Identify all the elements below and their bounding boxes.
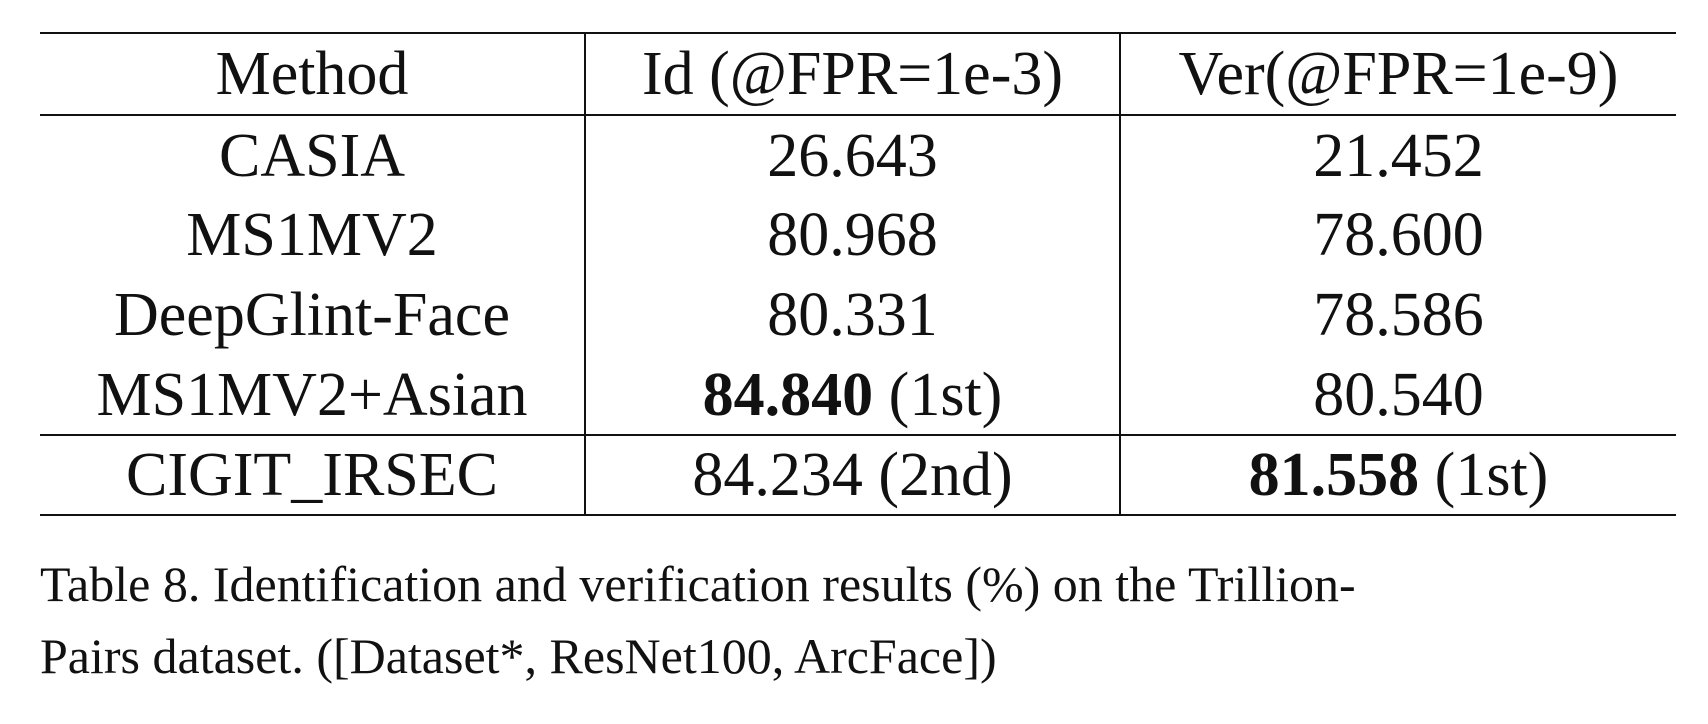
ver-value: 80.540 xyxy=(1313,360,1484,429)
results-table: Method Id (@FPR=1e-3) Ver(@FPR=1e-9) CAS… xyxy=(40,32,1676,516)
table-row: CASIA 26.643 21.452 xyxy=(40,115,1676,195)
method-cell: MS1MV2+Asian xyxy=(40,355,586,435)
id-cell: 26.643 xyxy=(585,115,1121,195)
id-value: 80.331 xyxy=(767,281,938,349)
method-cell: DeepGlint-Face xyxy=(40,275,586,355)
ver-cell: 81.558 (1st) xyxy=(1120,434,1676,516)
id-value: 26.643 xyxy=(767,121,938,190)
caption-line-2: Pairs dataset. ([Dataset*, ResNet100, Ar… xyxy=(40,628,997,684)
ver-cell: 78.586 xyxy=(1120,275,1676,355)
id-cell: 84.840 (1st) xyxy=(585,355,1121,435)
id-cell: 84.234 (2nd) xyxy=(585,434,1121,516)
table-row: MS1MV2+Asian 84.840 (1st) 80.540 xyxy=(40,355,1676,435)
ver-cell: 21.452 xyxy=(1120,115,1676,195)
id-rank-note: (1st) xyxy=(873,360,1003,429)
header-row: Method Id (@FPR=1e-3) Ver(@FPR=1e-9) xyxy=(40,32,1676,116)
header-id: Id (@FPR=1e-3) xyxy=(585,32,1121,116)
table-row: CIGIT_IRSEC 84.234 (2nd) 81.558 (1st) xyxy=(40,434,1676,516)
header-method: Method xyxy=(40,32,586,116)
id-cell: 80.331 xyxy=(585,275,1121,355)
method-cell: MS1MV2 xyxy=(40,195,586,275)
table-row: MS1MV2 80.968 78.600 xyxy=(40,195,1676,275)
table-caption: Table 8. Identification and verification… xyxy=(40,548,1680,692)
ver-cell: 80.540 xyxy=(1120,355,1676,435)
id-value: 84.234 xyxy=(692,441,863,509)
ver-value: 21.452 xyxy=(1313,121,1484,190)
ver-value: 78.586 xyxy=(1313,281,1484,349)
id-rank-note: (2nd) xyxy=(862,441,1013,509)
ver-cell: 78.600 xyxy=(1120,195,1676,275)
ver-rank-note: (1st) xyxy=(1419,441,1549,509)
method-cell: CIGIT_IRSEC xyxy=(40,434,586,516)
id-value: 80.968 xyxy=(767,201,938,269)
header-ver: Ver(@FPR=1e-9) xyxy=(1120,32,1676,116)
id-value-best: 84.840 xyxy=(702,360,874,429)
table-row: DeepGlint-Face 80.331 78.586 xyxy=(40,275,1676,355)
method-cell: CASIA xyxy=(40,115,586,195)
id-cell: 80.968 xyxy=(585,195,1121,275)
ver-value: 78.600 xyxy=(1313,201,1484,269)
ver-value-best: 81.558 xyxy=(1248,441,1420,509)
caption-line-1: Table 8. Identification and verification… xyxy=(40,556,1356,612)
